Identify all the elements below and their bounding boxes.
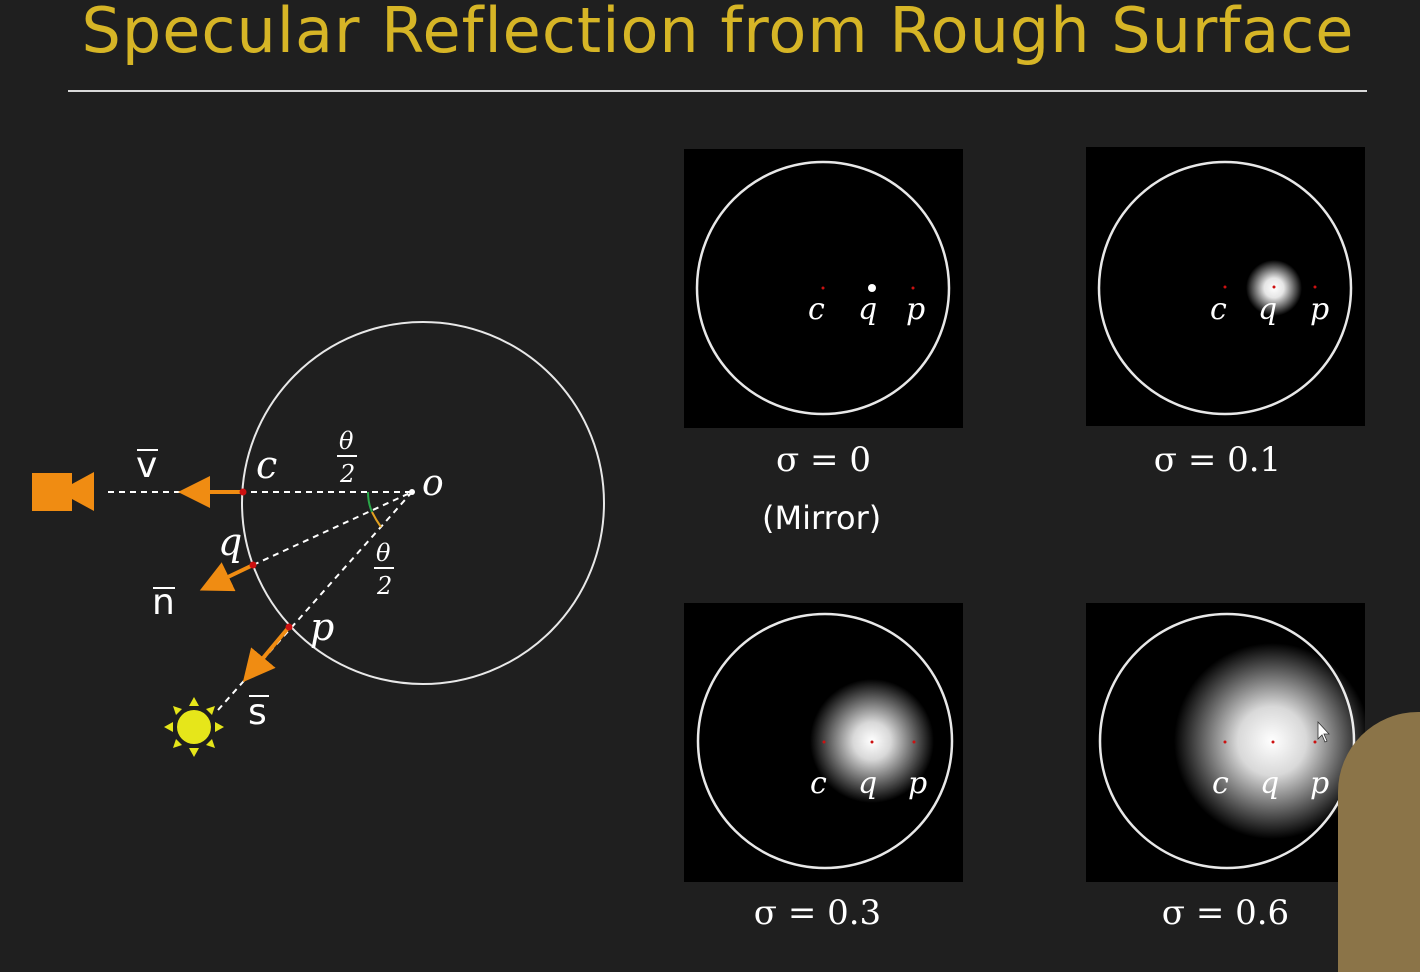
panel-render: c q p (1097, 160, 1353, 416)
panel-render: c q p (696, 612, 954, 870)
specular-highlight (868, 284, 876, 292)
panel-label-q: q (1258, 292, 1277, 327)
panel-point-p (1313, 285, 1317, 289)
panel-sigma-03: c q p (684, 603, 963, 882)
label-n: n (152, 582, 175, 623)
slide-title: Specular Reflection from Rough Surface (81, 0, 1355, 67)
sigma-caption-0: σ = 0 (776, 440, 871, 480)
panel-label-p: p (1310, 766, 1329, 801)
sigma-caption-06: σ = 0.6 (1161, 893, 1290, 933)
sigma-caption-01: σ = 0.1 (1153, 440, 1282, 480)
angle-arc-lower (371, 511, 382, 528)
panel-label-q: q (858, 766, 877, 801)
reflection-diagram: v n s c q p o θ 2 θ 2 (32, 321, 605, 757)
vector-s-arrow (242, 625, 291, 683)
panel-label-q: q (858, 292, 877, 327)
label-v: v (136, 445, 157, 486)
mouse-cursor-icon (1317, 720, 1330, 743)
panel-point-c (821, 286, 825, 290)
panel-label-p: p (908, 766, 927, 801)
panel-render: c q p (1098, 612, 1365, 870)
panel-point-c (1223, 285, 1227, 289)
panel-circle (1097, 160, 1353, 416)
panel-circle (695, 160, 951, 416)
label-q: q (218, 520, 242, 564)
panel-label-c: c (810, 766, 827, 801)
panel-point-q (1271, 740, 1275, 744)
mirror-caption: (Mirror) (762, 499, 882, 537)
vector-n-arrow (199, 562, 254, 592)
panel-point-c (822, 740, 826, 744)
panel-label-p: p (906, 292, 925, 327)
panel-sigma-0: c q p (684, 149, 963, 428)
sun-icon (164, 697, 224, 757)
panel-label-q: q (1260, 766, 1279, 801)
point-q (249, 561, 257, 569)
label-two-upper: 2 (339, 460, 355, 488)
point-p (285, 623, 293, 631)
panel-label-c: c (808, 292, 825, 327)
panel-point-p (1313, 740, 1317, 744)
specular-highlight (1174, 643, 1365, 839)
panel-sigma-01: c q p (1086, 147, 1365, 426)
panel-label-c: c (1210, 292, 1227, 327)
panel-point-p (912, 740, 916, 744)
panel-sigma-06: c q p (1086, 603, 1365, 882)
sphere-circle (241, 321, 605, 685)
presenter-figure (1338, 712, 1420, 972)
camera-icon (32, 472, 94, 511)
label-s: s (248, 692, 267, 733)
angle-arc-upper (367, 491, 373, 513)
panel-point-p (911, 286, 915, 290)
label-o: o (422, 463, 444, 504)
panel-point-q (870, 740, 874, 744)
source-ray-line (217, 491, 413, 711)
panel-label-c: c (1212, 766, 1229, 801)
label-theta-upper: θ (339, 427, 354, 455)
point-o (409, 489, 415, 495)
label-theta-lower: θ (376, 539, 391, 567)
panel-render: c q p (695, 160, 951, 416)
point-c (239, 488, 247, 496)
label-two-lower: 2 (376, 572, 392, 600)
panel-label-p: p (1310, 292, 1329, 327)
normal-ray-line (252, 491, 413, 566)
label-p: p (310, 605, 334, 649)
panel-point-c (1223, 740, 1227, 744)
panel-circle (696, 612, 954, 870)
title-divider (68, 90, 1367, 92)
panel-point-q (1272, 285, 1276, 289)
label-c: c (256, 443, 277, 487)
sigma-caption-03: σ = 0.3 (753, 893, 882, 933)
